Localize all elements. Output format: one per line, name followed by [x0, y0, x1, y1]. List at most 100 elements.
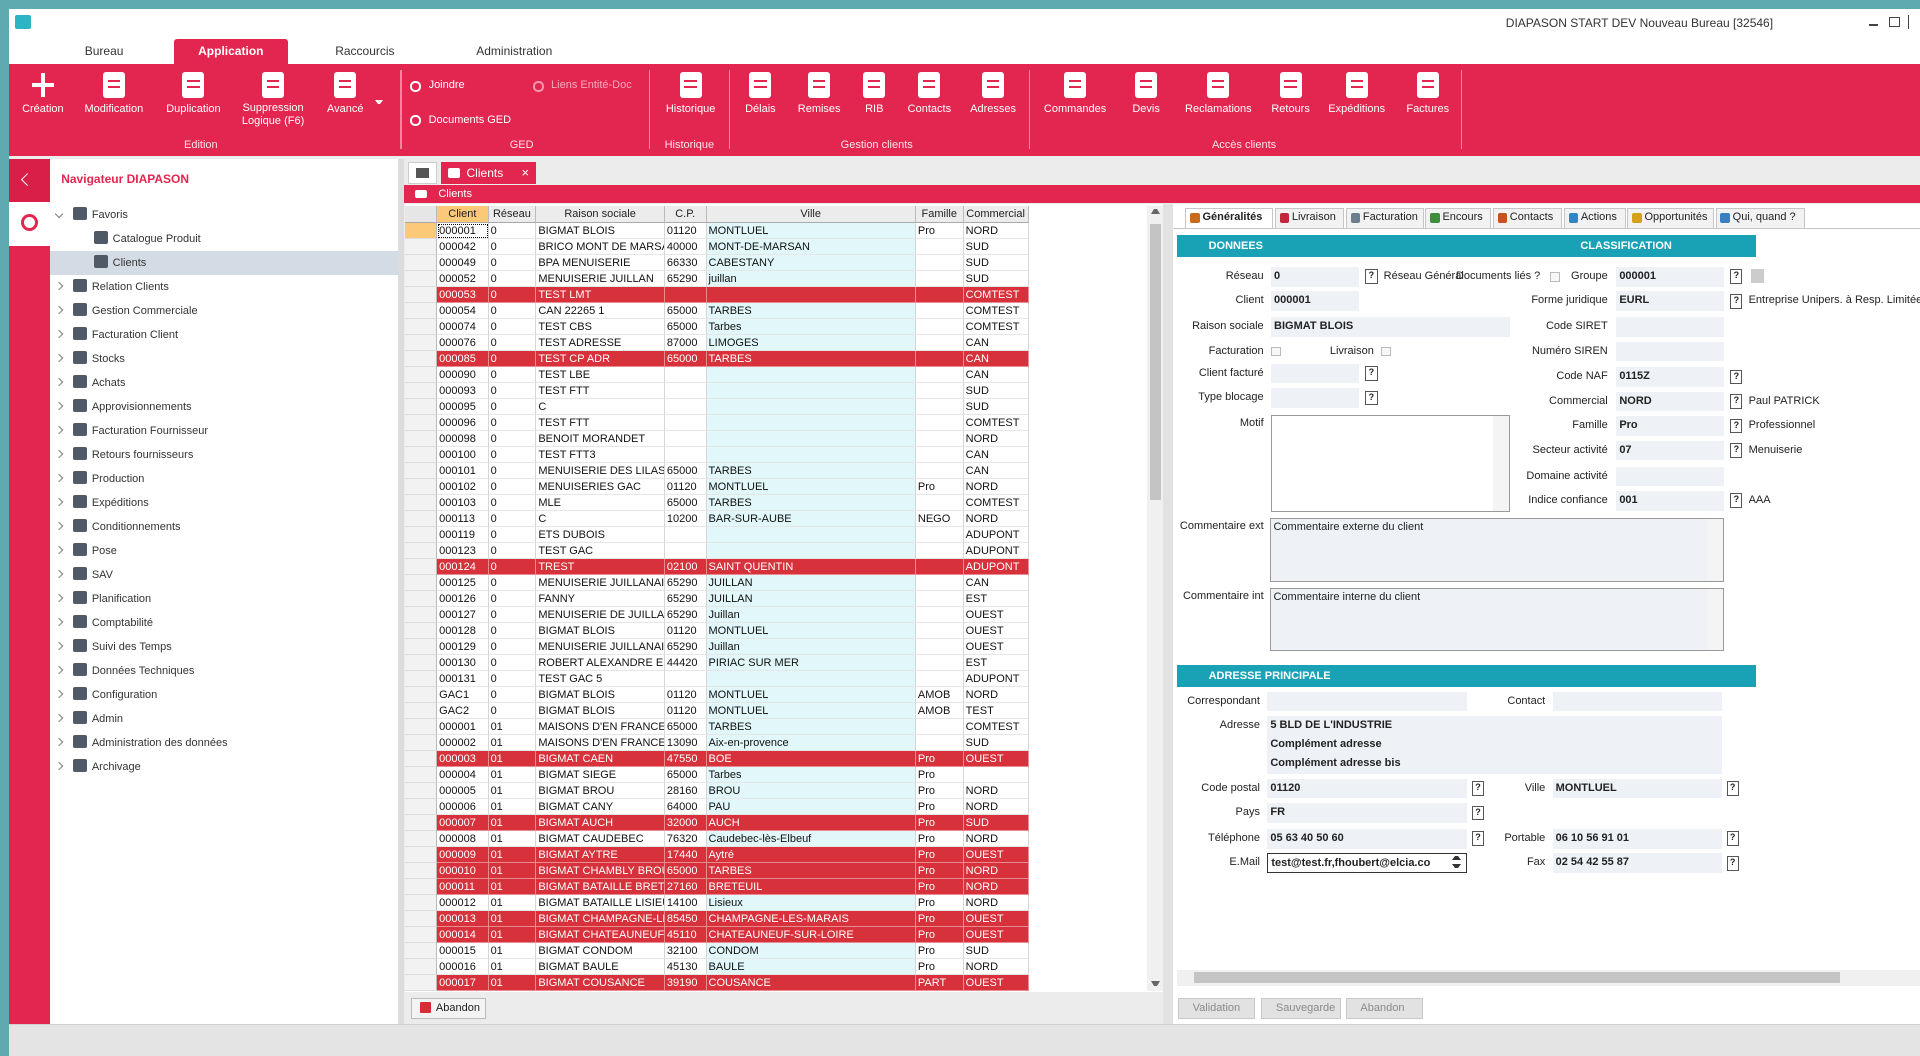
grid-cell[interactable]: OUEST [963, 606, 1029, 623]
ribbon-button[interactable]: Commandes [1043, 102, 1107, 115]
grid-cell[interactable]: 0 [488, 398, 537, 415]
grid-cell[interactable] [915, 382, 964, 399]
ribbon-button[interactable]: Adresses [970, 102, 1016, 115]
grid-cell[interactable]: 000093 [437, 382, 489, 399]
grid-cell[interactable]: 000129 [437, 638, 489, 655]
grid-cell[interactable]: ADUPONT [963, 670, 1029, 687]
ribbon-button[interactable]: Retours [1271, 102, 1310, 115]
grid-cell[interactable]: BIGMAT BLOIS [536, 702, 665, 719]
input[interactable]: 001 [1616, 491, 1725, 511]
grid-cell[interactable]: Pro [915, 958, 964, 975]
ribbon-button[interactable]: Remises [797, 102, 841, 115]
input[interactable] [1271, 363, 1360, 384]
grid-cell[interactable] [915, 462, 964, 479]
grid-cell[interactable] [915, 238, 964, 255]
grid-cell[interactable]: 01 [488, 974, 537, 991]
grid-cell[interactable] [963, 766, 1029, 783]
grid-cell[interactable]: Pro [915, 878, 964, 895]
grid-cell[interactable] [915, 590, 964, 607]
grid-cell[interactable]: SUD [963, 382, 1029, 399]
ribbon-button[interactable]: Suppression Logique (F6) [241, 101, 305, 127]
grid-cell[interactable]: MAISONS D'EN FRANCE [536, 734, 665, 751]
tree-item[interactable]: Planification [91, 592, 152, 605]
grid-cell[interactable]: 01 [488, 958, 537, 975]
grid-cell[interactable]: MENUISERIE DES LILAS [536, 462, 665, 479]
tab-close[interactable]: × [521, 164, 530, 180]
grid-cell[interactable]: CAN [963, 446, 1029, 463]
grid-cell[interactable]: 65000 [664, 318, 707, 335]
column-header[interactable]: Réseau [488, 205, 537, 223]
grid-cell[interactable]: 0 [488, 654, 537, 671]
ribbon-button[interactable]: Création [22, 102, 64, 115]
grid-cell[interactable]: TEST GAC [536, 542, 665, 559]
grid-cell[interactable]: BIGMAT CAEN [536, 750, 665, 767]
grid-cell[interactable]: OUEST [963, 638, 1029, 655]
grid-cell[interactable]: TEST [963, 702, 1029, 719]
grid-cell[interactable]: juillan [706, 270, 916, 287]
input[interactable] [1552, 691, 1722, 712]
grid-cell[interactable]: Juillan [706, 606, 916, 623]
grid-cell[interactable]: BIGMAT BAULE [536, 958, 665, 975]
grid-cell[interactable]: 01 [488, 926, 537, 943]
grid-cell[interactable]: JUILLAN [706, 590, 916, 607]
help-button[interactable]: ? [1726, 855, 1739, 871]
grid-cell[interactable]: 45130 [664, 958, 707, 975]
grid-cell[interactable]: CAN 22265 1 [536, 302, 665, 319]
grid-cell[interactable]: SAINT QUENTIN [706, 558, 916, 575]
grid-cell[interactable]: 000090 [437, 366, 489, 383]
tree-item[interactable]: Approvisionnements [91, 400, 192, 413]
grid-cell[interactable]: 000098 [437, 430, 489, 447]
grid-cell[interactable]: MENUISERIE JUILLANAIS [536, 638, 665, 655]
grid-cell[interactable]: 01 [488, 878, 537, 895]
input[interactable] [1616, 341, 1725, 362]
input[interactable]: 0115Z [1616, 367, 1725, 387]
grid-cell[interactable]: Pro [915, 894, 964, 911]
grid-cell[interactable] [706, 526, 916, 543]
grid-cell[interactable]: CABESTANY [706, 254, 916, 271]
tree-item[interactable]: Catalogue Produit [112, 232, 201, 245]
grid-cell[interactable]: BIGMAT BATAILLE LISIEU [536, 894, 665, 911]
grid-cell[interactable] [664, 366, 707, 383]
grid-cell[interactable]: NORD [963, 782, 1029, 799]
detail-tab[interactable] [1563, 208, 1627, 228]
grid-cell[interactable]: 01 [488, 798, 537, 815]
grid-cell[interactable]: Pro [915, 798, 964, 815]
grid-cell[interactable]: 40000 [664, 238, 707, 255]
grid-cell[interactable]: 10200 [664, 510, 707, 527]
grid-cell[interactable]: Pro [915, 222, 964, 239]
grid-cell[interactable]: SUD [963, 238, 1029, 255]
ribbon-button[interactable]: Modification [84, 102, 144, 115]
tree-item[interactable]: Suivi des Temps [91, 640, 172, 653]
grid-cell[interactable]: 000127 [437, 606, 489, 623]
grid-cell[interactable] [915, 734, 964, 751]
grid-cell[interactable]: 000010 [437, 862, 489, 879]
help-button[interactable]: ? [1471, 831, 1485, 847]
column-header[interactable]: Commercial [963, 205, 1029, 223]
grid-cell[interactable]: 0 [488, 414, 537, 431]
grid-cell[interactable]: 000100 [437, 446, 489, 463]
grid-cell[interactable]: SUD [963, 254, 1029, 271]
grid-cell[interactable]: 0 [488, 302, 537, 319]
grid-cell[interactable]: 76320 [664, 830, 707, 847]
tree-item[interactable]: Facturation Client [91, 328, 179, 341]
grid-cell[interactable]: OUEST [963, 622, 1029, 639]
input[interactable]: 06 10 56 91 01 [1552, 828, 1722, 849]
grid-cell[interactable]: OUEST [963, 846, 1029, 863]
grid-cell[interactable]: NORD [963, 478, 1029, 495]
input[interactable]: Complément adresse [1267, 734, 1722, 755]
grid-cell[interactable]: NEGO [915, 510, 964, 527]
grid-cell[interactable]: NORD [963, 830, 1029, 847]
grid-cell[interactable]: BIGMAT AYTRE [536, 846, 665, 863]
grid-cell[interactable] [915, 542, 964, 559]
grid-cell[interactable]: EST [963, 654, 1029, 671]
grid-cell[interactable]: NORD [963, 222, 1029, 239]
grid-cell[interactable] [915, 526, 964, 543]
tree-item[interactable]: Expéditions [91, 496, 149, 509]
grid-cell[interactable]: 0 [488, 286, 537, 303]
tree-item[interactable]: Clients [112, 256, 147, 269]
grid-cell[interactable]: MONTLUEL [706, 686, 916, 703]
grid-cell[interactable]: 65290 [664, 270, 707, 287]
grid-cell[interactable]: OUEST [963, 926, 1029, 943]
input[interactable]: 000001 [1616, 266, 1725, 287]
grid-cell[interactable]: 0 [488, 238, 537, 255]
